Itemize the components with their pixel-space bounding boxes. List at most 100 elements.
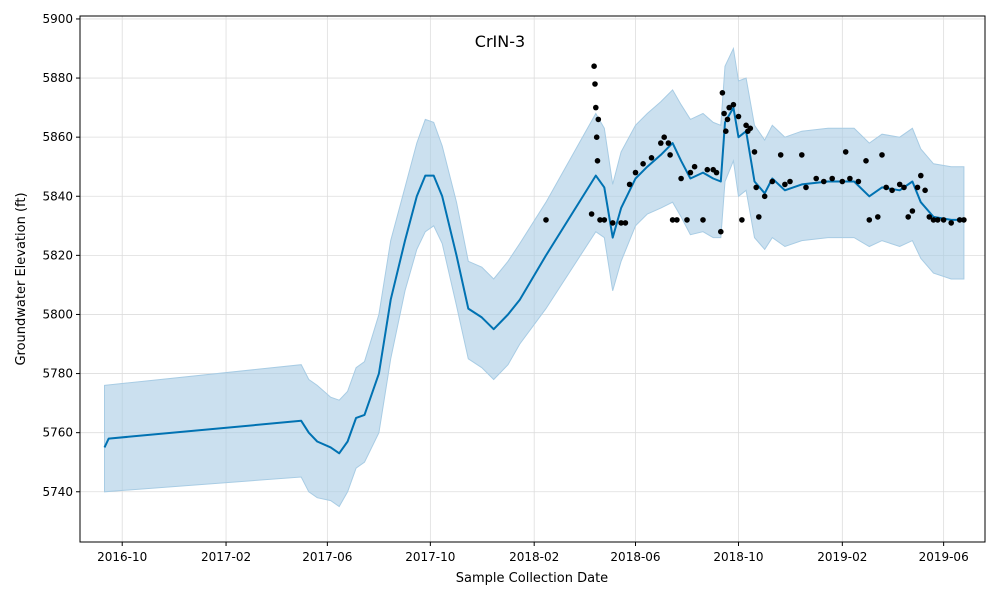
observed-point (909, 208, 916, 214)
observed-point (593, 104, 599, 111)
observed-point (723, 128, 729, 134)
observed-point (879, 152, 885, 158)
observed-point (940, 217, 947, 223)
observed-point (593, 134, 600, 140)
observed-point (718, 228, 724, 235)
observed-point (700, 217, 706, 223)
x-tick-label: 2018-06 (610, 550, 660, 564)
observed-point (866, 217, 873, 223)
observed-point (594, 158, 601, 164)
observed-point (769, 178, 776, 185)
observed-point (799, 152, 805, 158)
observed-point (591, 63, 597, 69)
observed-point (747, 125, 754, 132)
observed-point (618, 220, 624, 226)
observed-point (847, 175, 853, 182)
observed-point (667, 152, 673, 158)
observed-point (622, 220, 629, 226)
observed-point (926, 214, 933, 220)
observed-point (922, 187, 928, 194)
observed-point (684, 217, 690, 223)
observed-point (813, 175, 819, 182)
x-tick-label: 2019-02 (817, 550, 867, 564)
observed-point (724, 116, 731, 123)
observed-point (829, 175, 835, 182)
observed-point (626, 181, 633, 188)
observed-point (739, 217, 745, 223)
observed-point (803, 184, 809, 191)
observed-point (842, 149, 849, 155)
observed-point (956, 217, 963, 223)
observed-point (934, 217, 941, 223)
observed-point (640, 161, 646, 167)
observed-point (787, 178, 793, 185)
uncertainty-band (104, 46, 965, 508)
observed-point (756, 214, 762, 220)
observed-point (730, 101, 737, 108)
observed-point (777, 152, 784, 158)
observed-point (782, 181, 788, 188)
observed-point (597, 217, 603, 223)
observed-point (658, 140, 664, 146)
x-tick-label: 2017-06 (302, 550, 352, 564)
observed-point (761, 193, 768, 200)
observed-point (961, 217, 967, 223)
observed-point (918, 172, 924, 179)
y-tick-label: 5820 (42, 248, 73, 262)
y-tick-label: 5760 (42, 426, 73, 440)
observed-point (743, 122, 749, 129)
x-tick-label: 2018-02 (509, 550, 559, 564)
observed-point (930, 217, 937, 223)
observed-point (863, 158, 869, 164)
observed-points (543, 63, 967, 235)
y-tick-label: 5900 (42, 12, 73, 26)
observed-point (661, 134, 667, 140)
observed-point (713, 169, 720, 176)
observed-point (632, 169, 639, 176)
observed-point (883, 184, 889, 191)
x-tick-label: 2016-10 (97, 550, 147, 564)
x-tick-label: 2018-10 (713, 550, 763, 564)
axis-ticks: 2016-10 2017-02 2017-06 2017-10 2018-02 2018-… (42, 12, 968, 564)
observed-point (678, 175, 684, 182)
observed-point (595, 116, 602, 123)
observed-point (665, 140, 672, 146)
observed-point (901, 184, 907, 191)
observed-point (648, 155, 655, 161)
y-tick-label: 5740 (42, 485, 73, 499)
observed-point (914, 184, 921, 191)
observed-point (839, 178, 846, 185)
observed-point (543, 217, 549, 223)
observed-point (889, 187, 895, 194)
observed-point (691, 163, 698, 170)
observed-point (821, 178, 827, 185)
observed-point (601, 217, 608, 223)
observed-point (726, 104, 732, 111)
y-tick-label: 5780 (42, 367, 73, 381)
observed-point (592, 81, 598, 87)
observed-point (948, 220, 954, 226)
plot-frame (79, 15, 986, 543)
observed-point (753, 184, 759, 191)
observed-point (669, 217, 676, 223)
observed-point (674, 217, 680, 223)
observed-point (896, 181, 903, 188)
observed-point (687, 169, 694, 176)
chart-title: CrIN-3 (475, 32, 525, 51)
observed-point (721, 110, 727, 117)
y-tick-label: 5840 (42, 189, 73, 203)
x-tick-label: 2019-06 (919, 550, 969, 564)
observed-point (875, 214, 881, 220)
observed-point (751, 149, 758, 155)
x-tick-label: 2017-10 (405, 550, 455, 564)
y-tick-label: 5880 (42, 71, 73, 85)
observed-point (905, 214, 911, 220)
y-tick-label: 5800 (42, 307, 73, 321)
x-tick-label: 2017-02 (201, 550, 251, 564)
observed-point (609, 220, 616, 226)
y-axis-label: Groundwater Elevation (ft) (14, 192, 29, 365)
observed-point (704, 166, 711, 173)
observed-point (719, 90, 726, 96)
observed-point (588, 211, 595, 217)
